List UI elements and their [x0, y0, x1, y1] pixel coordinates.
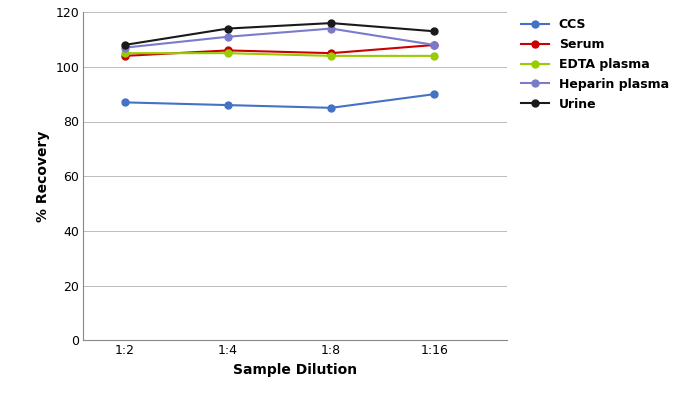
- CCS: [223, 103, 232, 108]
- Line: EDTA plasma: EDTA plasma: [121, 50, 438, 60]
- Serum: [121, 53, 129, 58]
- X-axis label: Sample Dilution: Sample Dilution: [233, 363, 357, 377]
- Heparin plasma: [430, 43, 439, 47]
- CCS: [430, 92, 439, 97]
- Line: Urine: Urine: [121, 19, 438, 49]
- Legend: CCS, Serum, EDTA plasma, Heparin plasma, Urine: CCS, Serum, EDTA plasma, Heparin plasma,…: [521, 18, 669, 111]
- CCS: [121, 100, 129, 105]
- Heparin plasma: [327, 26, 335, 31]
- Line: Heparin plasma: Heparin plasma: [121, 25, 438, 51]
- CCS: [327, 105, 335, 110]
- Heparin plasma: [121, 45, 129, 50]
- EDTA plasma: [327, 53, 335, 58]
- Serum: [223, 48, 232, 53]
- EDTA plasma: [121, 51, 129, 55]
- Line: Serum: Serum: [121, 41, 438, 60]
- Serum: [430, 43, 439, 47]
- Y-axis label: % Recovery: % Recovery: [35, 130, 50, 222]
- Urine: [430, 29, 439, 34]
- Serum: [327, 51, 335, 55]
- Urine: [327, 21, 335, 26]
- Urine: [121, 43, 129, 47]
- EDTA plasma: [223, 51, 232, 55]
- Line: CCS: CCS: [121, 91, 438, 111]
- Urine: [223, 26, 232, 31]
- Heparin plasma: [223, 34, 232, 39]
- EDTA plasma: [430, 53, 439, 58]
